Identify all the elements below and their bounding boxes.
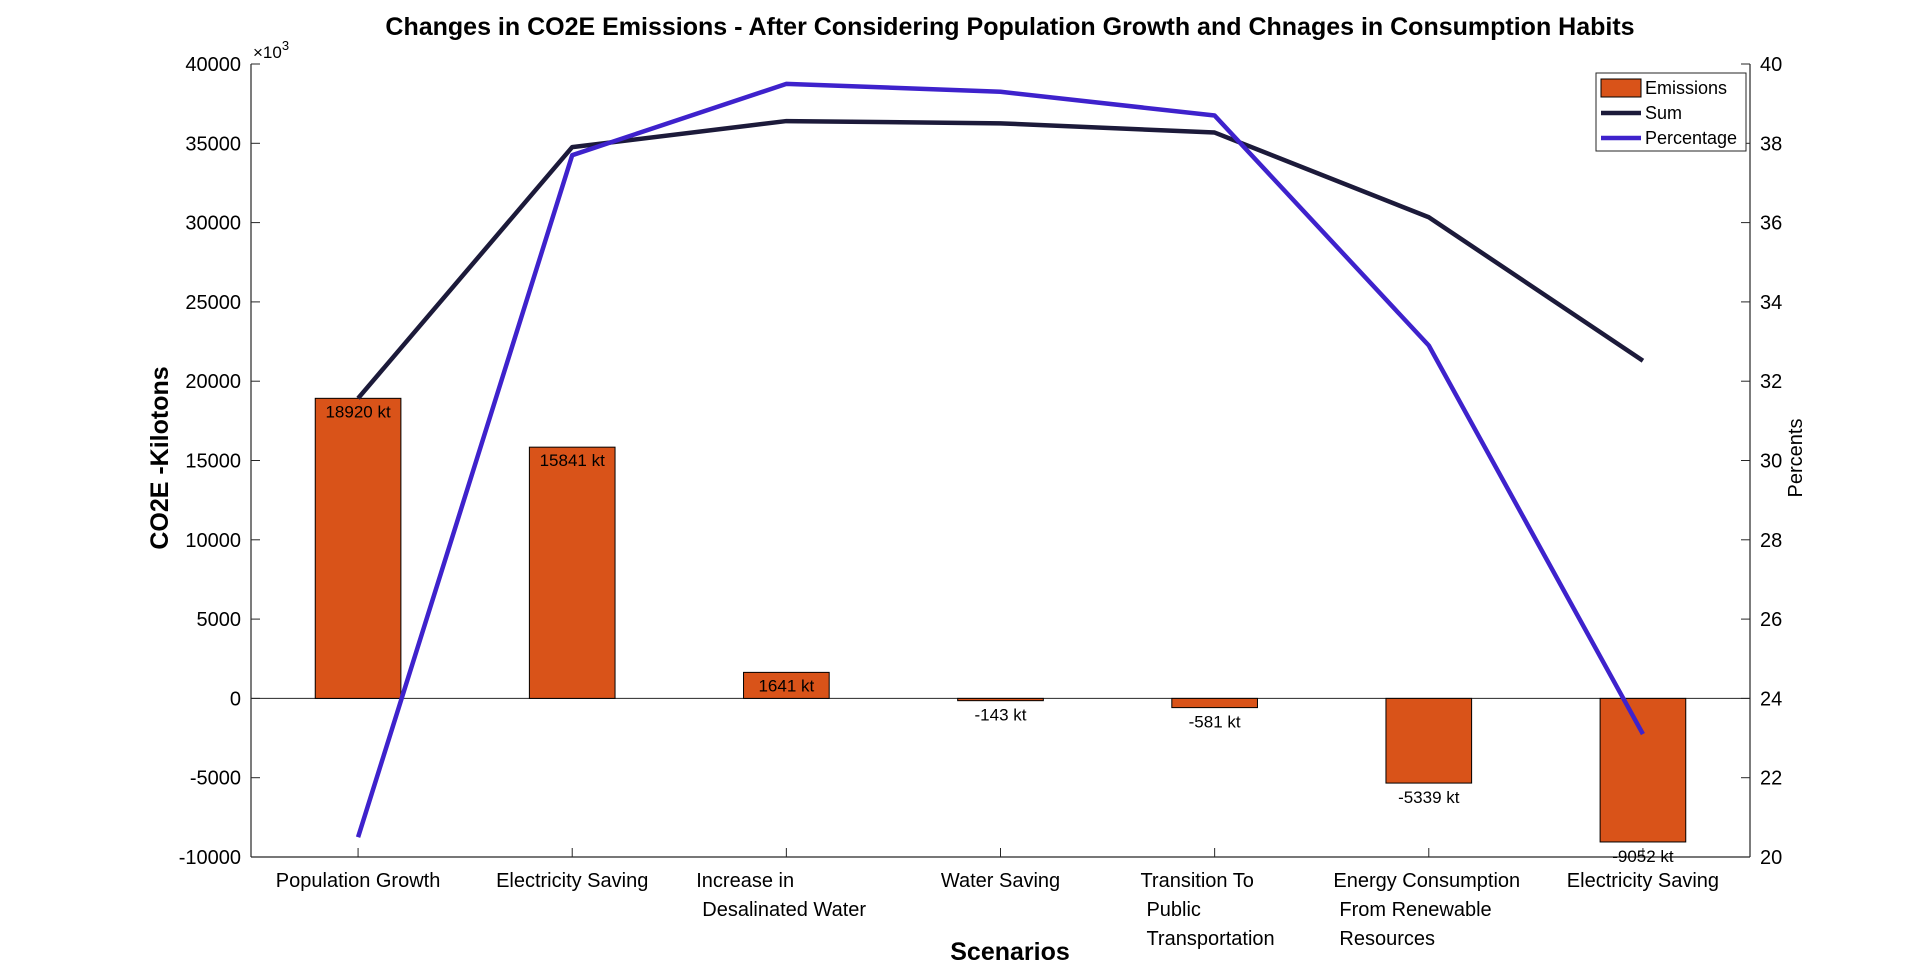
y-exponent-label: ×103 bbox=[253, 38, 289, 62]
x-axis-label: Scenarios bbox=[950, 938, 1070, 963]
bar-data-label: -581 kt bbox=[1189, 713, 1241, 732]
y2-tick-label: 40 bbox=[1760, 54, 1782, 76]
bar-data-label: 18920 kt bbox=[325, 402, 390, 421]
emissions-bar bbox=[1385, 697, 1473, 784]
y-tick-label: 15000 bbox=[185, 451, 241, 473]
y2-tick-label: 34 bbox=[1760, 292, 1782, 314]
percentage-line bbox=[355, 81, 1645, 838]
y-exponent-power: 3 bbox=[282, 38, 289, 53]
y2-axis-label: Percents bbox=[1785, 419, 1807, 498]
bar-data-label: -9052 kt bbox=[1612, 847, 1674, 866]
y2-tick-label: 38 bbox=[1760, 133, 1782, 155]
x-tick-label: From Renewable bbox=[1339, 899, 1491, 921]
emissions-bar bbox=[1599, 697, 1687, 843]
x-tick-label: Desalinated Water bbox=[702, 899, 866, 921]
x-tick-label: Electricity Saving bbox=[496, 870, 648, 892]
x-tick-label: Transition To bbox=[1140, 870, 1253, 892]
y-tick-label: 10000 bbox=[185, 530, 241, 552]
y-tick-label: -5000 bbox=[190, 768, 241, 790]
emissions-bar bbox=[1171, 697, 1258, 709]
y2-tick-label: 26 bbox=[1760, 609, 1782, 631]
plot-area: -10000 -5000 0 5000 10000 15000 20000 25000 3000… bbox=[179, 38, 1783, 950]
x-tick-label: Resources bbox=[1339, 928, 1435, 950]
y-tick-label: 25000 bbox=[185, 292, 241, 314]
y-tick-label: 5000 bbox=[197, 609, 242, 631]
y2-tick-label: 32 bbox=[1760, 371, 1782, 393]
y-tick-label: 20000 bbox=[185, 371, 241, 393]
bar-data-label: -5339 kt bbox=[1398, 788, 1460, 807]
bar-data-label: 1641 kt bbox=[758, 676, 814, 695]
x-tick-label: Water Saving bbox=[941, 870, 1060, 892]
emissions-bar bbox=[528, 446, 616, 699]
y-tick-label: 0 bbox=[230, 688, 241, 710]
bar-data-label: 15841 kt bbox=[540, 451, 605, 470]
sum-line bbox=[356, 118, 1645, 400]
y-tick-label: 35000 bbox=[185, 133, 241, 155]
emissions-bar bbox=[957, 697, 1044, 702]
y2-tick-label: 28 bbox=[1760, 530, 1782, 552]
emissions-bar bbox=[743, 671, 830, 699]
legend-swatch-emissions bbox=[1600, 78, 1642, 98]
y2-tick-label: 36 bbox=[1760, 213, 1782, 235]
x-tick-label: Public bbox=[1146, 899, 1200, 921]
emissions-bar bbox=[314, 397, 402, 699]
y-tick-label: 40000 bbox=[185, 54, 241, 76]
y-axis-label: CO2E -Kilotons bbox=[146, 366, 174, 549]
x-tick-label: Electricity Saving bbox=[1567, 870, 1719, 892]
legend-label: Emissions bbox=[1645, 78, 1727, 98]
x-tick-label: Energy Consumption bbox=[1333, 870, 1520, 892]
y2-tick-label: 20 bbox=[1760, 847, 1782, 869]
x-tick-label: Population Growth bbox=[276, 870, 441, 892]
y-tick-label: 30000 bbox=[185, 213, 241, 235]
x-tick-label: Transportation bbox=[1146, 928, 1274, 950]
x-tick-label: Increase in bbox=[696, 870, 794, 892]
bar-data-label: -143 kt bbox=[975, 706, 1027, 725]
y2-tick-label: 22 bbox=[1760, 768, 1782, 790]
y2-tick-label: 30 bbox=[1760, 451, 1782, 473]
y-tick-label: -10000 bbox=[179, 847, 241, 869]
y2-tick-label: 24 bbox=[1760, 688, 1782, 710]
legend-label: Sum bbox=[1645, 103, 1682, 123]
legend-label: Percentage bbox=[1645, 128, 1737, 148]
chart-title: Changes in CO2E Emissions - After Consid… bbox=[385, 13, 1634, 41]
